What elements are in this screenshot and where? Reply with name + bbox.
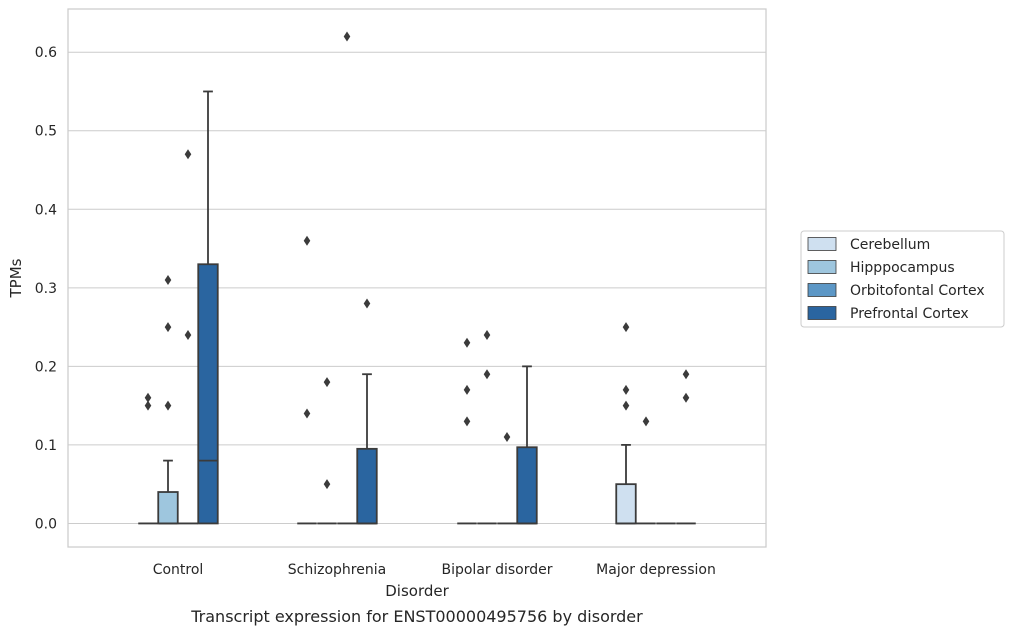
box-iqr xyxy=(516,446,538,525)
outlier-point xyxy=(164,274,172,285)
plot-frame xyxy=(67,8,767,548)
x-tick-label: Schizophrenia xyxy=(288,562,386,578)
y-tick-label: 0.1 xyxy=(35,438,57,454)
legend-swatch xyxy=(807,260,837,274)
box-iqr xyxy=(615,483,637,525)
box-prefrontal-cortex xyxy=(356,373,378,525)
outlier-point xyxy=(323,377,331,388)
y-tick-labels: 0.0 0.1 0.2 0.3 0.4 0.5 0.6 xyxy=(35,45,57,532)
outlier-point xyxy=(303,235,311,246)
legend-label: Prefrontal Cortex xyxy=(850,306,969,322)
outlier-point xyxy=(363,298,371,309)
plot-area xyxy=(68,9,766,547)
outlier-point xyxy=(682,392,690,403)
x-tick-label: Control xyxy=(153,562,204,578)
legend-swatch xyxy=(807,283,837,297)
y-tick-label: 0.6 xyxy=(35,45,57,61)
box-iqr xyxy=(157,491,179,525)
outlier-point xyxy=(343,31,351,42)
outlier-point xyxy=(463,416,471,427)
y-tick-label: 0.4 xyxy=(35,202,57,218)
outlier-point xyxy=(164,400,172,411)
outlier-point xyxy=(303,408,311,419)
outlier-point xyxy=(323,479,331,490)
y-gridlines xyxy=(68,51,766,524)
x-tick-label: Bipolar disorder xyxy=(441,562,552,578)
x-axis-title: Disorder xyxy=(385,582,449,600)
legend-items: Cerebellum Hipppocampus Orbitofontal Corte… xyxy=(807,237,985,322)
legend-swatch xyxy=(807,237,837,251)
outlier-point xyxy=(164,322,172,333)
x-tick-label: Major depression xyxy=(596,562,716,578)
y-tick-label: 0.0 xyxy=(35,516,57,532)
outlier-point xyxy=(642,416,650,427)
box-hipppocampus xyxy=(157,459,179,525)
y-axis-title: TPMs xyxy=(7,258,25,298)
outlier-point xyxy=(622,384,630,395)
y-tick-label: 0.5 xyxy=(35,124,57,140)
outlier-point xyxy=(144,392,152,403)
outlier-point xyxy=(463,337,471,348)
legend-label: Cerebellum xyxy=(850,237,930,253)
box-prefrontal-cortex xyxy=(516,365,538,525)
y-tick-label: 0.2 xyxy=(35,359,57,375)
box-iqr xyxy=(356,447,378,525)
box-prefrontal-cortex xyxy=(197,90,219,525)
outlier-point xyxy=(483,369,491,380)
outlier-point xyxy=(184,149,192,160)
outlier-points-group xyxy=(144,31,690,490)
box-iqr xyxy=(197,263,219,525)
legend-label: Orbitofontal Cortex xyxy=(850,283,985,299)
legend-swatch xyxy=(807,306,837,320)
outlier-point xyxy=(503,432,511,443)
legend-label: Hipppocampus xyxy=(850,260,955,276)
box-series-group xyxy=(138,90,696,525)
outlier-point xyxy=(682,369,690,380)
outlier-point xyxy=(184,329,192,340)
outlier-point xyxy=(463,384,471,395)
box-cerebellum xyxy=(615,443,637,525)
x-tick-labels: Control Schizophrenia Bipolar disorder Majo… xyxy=(153,562,716,578)
outlier-point xyxy=(622,400,630,411)
y-tick-label: 0.3 xyxy=(35,281,57,297)
legend: Cerebellum Hipppocampus Orbitofontal Corte… xyxy=(800,230,1005,328)
chart-caption: Transcript expression for ENST0000049575… xyxy=(190,607,643,626)
legend-frame xyxy=(800,230,1005,328)
outlier-point xyxy=(622,322,630,333)
outlier-point xyxy=(144,400,152,411)
outlier-point xyxy=(483,329,491,340)
